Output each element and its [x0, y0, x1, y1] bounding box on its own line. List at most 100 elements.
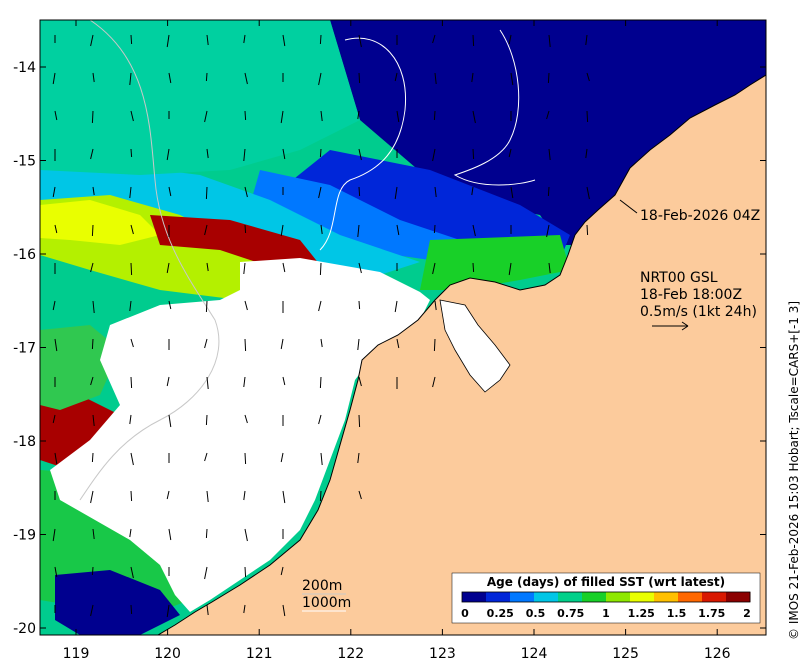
- current-vector: [432, 376, 436, 388]
- current-vector: [92, 300, 95, 314]
- current-vector: [92, 72, 95, 83]
- current-vector: [243, 490, 246, 501]
- colorbar-tick-label: 0: [461, 607, 469, 620]
- current-vector: [54, 566, 58, 578]
- scale-vector-label: 0.5m/s (1kt 24h): [640, 304, 757, 320]
- sst-band-deep-blue-southwest: [55, 570, 180, 635]
- current-vector: [508, 262, 512, 276]
- current-vector: [510, 186, 514, 199]
- scale-arrow-icon: [652, 321, 689, 331]
- lon-tick-label: 123: [429, 646, 456, 662]
- current-vector: [357, 338, 360, 351]
- current-vector: [90, 604, 94, 617]
- colorbar-swatch: [462, 592, 487, 602]
- current-vector: [130, 110, 134, 122]
- lon-tick-label: 119: [63, 646, 90, 662]
- current-vector: [319, 490, 322, 502]
- current-vector: [52, 186, 56, 198]
- current-vector: [205, 72, 208, 82]
- current-vector: [90, 262, 94, 273]
- colorbar-swatch: [630, 592, 655, 602]
- lat-tick-label: -16: [13, 247, 36, 263]
- colorbar-swatch: [582, 592, 607, 602]
- current-vector: [52, 72, 56, 85]
- current-vector: [318, 414, 322, 425]
- current-vector: [586, 224, 589, 236]
- current-vector: [548, 262, 551, 274]
- isobath-1000m-label: 1000m: [302, 595, 351, 611]
- current-vector: [129, 414, 132, 425]
- current-vector: [282, 262, 286, 273]
- current-vector: [432, 262, 436, 275]
- colorbar-swatch: [510, 592, 535, 602]
- current-vector: [358, 490, 362, 500]
- current-vector: [244, 528, 248, 542]
- isobath-200m-label: 200m: [302, 578, 342, 594]
- current-vector: [52, 414, 56, 424]
- current-vector: [206, 34, 209, 46]
- current-vector: [243, 148, 246, 162]
- current-vector: [586, 186, 590, 200]
- current-vector: [204, 566, 208, 580]
- current-vector: [318, 300, 322, 312]
- current-vector: [91, 110, 94, 124]
- lon-tick-label: 126: [704, 646, 731, 662]
- current-vector: [243, 376, 246, 388]
- current-vector: [244, 224, 247, 234]
- colorbar-tick-label: 1: [602, 607, 610, 620]
- current-vector: [510, 72, 514, 86]
- current-vector: [394, 72, 398, 82]
- current-vector: [472, 148, 475, 160]
- isobath-1000m-line: [319, 29, 536, 251]
- current-vector: [433, 224, 436, 234]
- current-vector: [130, 148, 133, 158]
- current-vector: [129, 72, 132, 86]
- current-vector: [282, 376, 286, 386]
- current-vector: [396, 338, 400, 349]
- current-vector: [396, 110, 400, 123]
- current-vector: [282, 604, 286, 617]
- current-vector: [166, 148, 170, 161]
- current-vector: [586, 110, 589, 123]
- current-vector: [358, 72, 361, 84]
- current-vector: [472, 224, 476, 237]
- current-vector: [282, 148, 286, 160]
- current-vector: [244, 566, 247, 578]
- current-vector: [206, 262, 209, 272]
- current-vector: [205, 528, 208, 539]
- current-vector: [130, 566, 134, 579]
- colorbar-outline: [461, 591, 751, 603]
- current-vector: [92, 528, 95, 540]
- current-vector: [280, 110, 284, 124]
- colorbar-swatch: [486, 592, 511, 602]
- sst-band-yellow: [40, 200, 160, 245]
- current-vector: [472, 34, 475, 47]
- colorbar-tick-label: 2: [743, 607, 751, 620]
- peninsula-inlet: [439, 299, 511, 393]
- current-vector: [282, 34, 286, 47]
- colorbar-swatch: [534, 592, 559, 602]
- current-vector: [320, 338, 323, 348]
- longitude-axis: 119 120 121 122 123 124 125 126: [63, 20, 731, 662]
- current-vector: [205, 414, 208, 426]
- colorbar-swatch: [606, 592, 631, 602]
- current-vector: [548, 34, 551, 48]
- current-vector: [546, 224, 550, 238]
- lon-tick-label: 122: [337, 646, 364, 662]
- current-vector: [92, 414, 95, 427]
- sst-band-red-north: [150, 215, 320, 270]
- current-vector: [206, 148, 209, 159]
- current-vector: [54, 338, 58, 352]
- current-vector: [320, 110, 323, 122]
- colorbar-ticks: 0 0.25 0.5 0.75 1 1.25 1.5 1.75 2: [461, 607, 751, 620]
- colorbar-swatch: [702, 592, 727, 602]
- current-vector: [318, 186, 322, 199]
- colorbar-tick-label: 0.75: [557, 607, 584, 620]
- current-vector: [358, 262, 362, 274]
- current-vector: [91, 338, 94, 350]
- sst-band-green: [420, 235, 570, 290]
- product-label: NRT00 GSL: [640, 270, 718, 286]
- current-vector: [434, 72, 437, 85]
- current-vector: [432, 148, 436, 162]
